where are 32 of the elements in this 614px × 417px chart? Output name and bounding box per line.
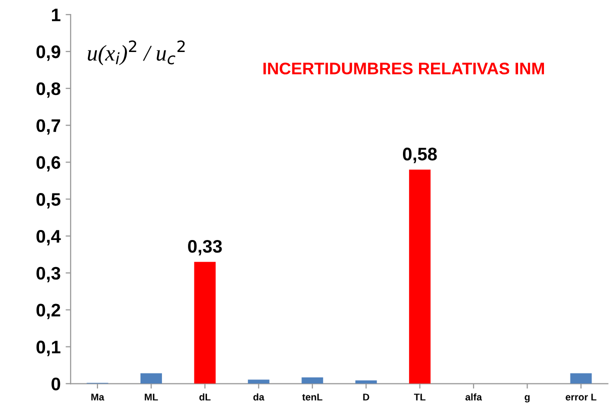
bar: [409, 170, 431, 384]
x-tick-label: error L: [566, 394, 596, 401]
y-tick-label: 0,1: [36, 340, 60, 356]
bar: [302, 377, 324, 384]
y-tick-label: 0: [52, 378, 60, 390]
data-label: 0,33: [188, 240, 222, 256]
y-tick-label: 0,7: [36, 119, 60, 135]
bar: [194, 262, 216, 384]
x-tick-label: ML: [144, 394, 158, 400]
bar: [248, 380, 270, 384]
bar: [140, 373, 162, 384]
y-tick-label: 0,6: [36, 156, 60, 172]
y-tick-label: 0,3: [36, 266, 60, 282]
x-tick-label: da: [253, 393, 264, 401]
text: INCERTIDUMBRES RELATIVAS INM: [263, 62, 544, 74]
y-tick-label: 0,2: [36, 304, 60, 320]
x-tick-label: Ma: [91, 394, 104, 401]
y-tick-label: 0,8: [36, 82, 60, 98]
data-label: 0,58: [402, 148, 437, 164]
x-tick-label: alfa: [465, 393, 482, 401]
bar: [355, 380, 377, 384]
x-tick-label: D: [363, 394, 370, 400]
y-tick-label: 1: [52, 8, 60, 22]
bar: [570, 373, 592, 384]
y-tick-label: 0,5: [36, 193, 60, 208]
x-tick-label: tenL: [302, 394, 322, 401]
x-tick-label: dL: [199, 393, 211, 401]
y-axis-title: u(x$_{i}$)$^{2}$ / u$_{c}$$^{2}$: [88, 40, 185, 66]
y-tick-label: 0,9: [36, 45, 60, 61]
y-tick-label: 0,4: [36, 230, 61, 246]
x-tick-label: g: [524, 395, 530, 402]
x-tick-label: TL: [414, 394, 426, 400]
